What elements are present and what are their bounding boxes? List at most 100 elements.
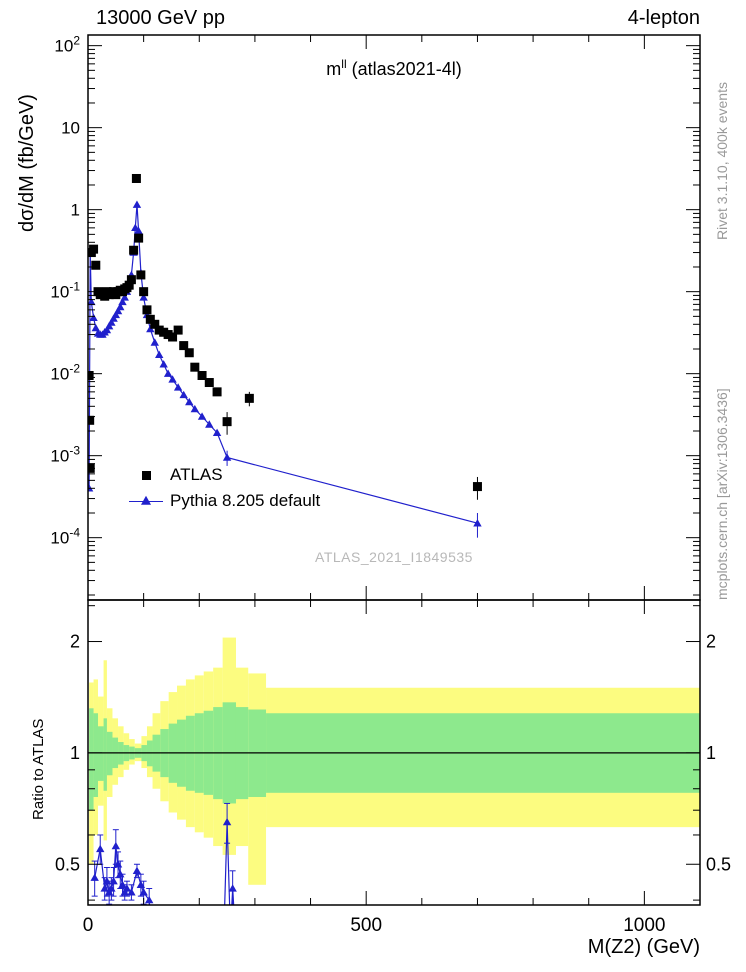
pythia-point xyxy=(173,383,183,391)
atlas-point xyxy=(197,370,207,380)
atlas-point xyxy=(136,270,146,280)
atlas-point xyxy=(184,348,194,358)
atlas-point xyxy=(88,415,95,425)
pythia-point xyxy=(91,323,100,332)
pythia-point xyxy=(134,226,143,235)
ratio-point xyxy=(132,866,142,875)
x-tick-label: 0 xyxy=(83,915,94,936)
ratio-point xyxy=(139,888,148,896)
atlas-point xyxy=(212,387,222,397)
pythia-point xyxy=(116,302,125,311)
green-band-segment xyxy=(98,726,104,781)
pythia-point xyxy=(113,306,123,315)
ratio-point xyxy=(90,873,99,881)
ratio-tick-label-left: 2 xyxy=(70,632,80,652)
atlas-point xyxy=(131,173,141,183)
pythia-point xyxy=(190,404,200,413)
mcplots-reference-text: mcplots.cern.ch [arXiv:1306.3436] xyxy=(714,388,730,600)
pythia-point xyxy=(88,297,96,306)
pythia-point xyxy=(118,297,127,306)
ratio-bands xyxy=(88,637,700,885)
pythia-point xyxy=(197,412,207,420)
ratio-point xyxy=(232,942,240,949)
y-tick-label: 10-3 xyxy=(50,444,80,466)
atlas-point xyxy=(88,370,94,380)
pythia-point xyxy=(155,350,164,358)
ratio-point xyxy=(109,876,118,885)
ratio-tick-label-right: 2 xyxy=(706,632,716,652)
pythia-point xyxy=(185,397,194,406)
ratio-point xyxy=(228,884,237,892)
pythia-point xyxy=(111,310,121,319)
pythia-point xyxy=(89,313,98,322)
green-band-segment xyxy=(103,718,107,791)
atlas-point xyxy=(129,245,139,255)
ratio-point xyxy=(148,942,156,949)
atlas-point xyxy=(124,280,134,290)
main-y-axis-label: dσ/dM (fb/GeV) xyxy=(16,94,38,232)
ratio-point xyxy=(96,844,105,853)
ratio-point xyxy=(220,932,228,939)
y-tick-label: 10 xyxy=(61,119,80,138)
pythia-point xyxy=(120,293,129,301)
y-tick-label: 10-1 xyxy=(50,280,80,302)
tick-labels: 0 500 1000 102 10 1 10-1 10-2 10-3 10-4 0.5 0.5 1 1 2 2 xyxy=(50,34,731,936)
atlas-point xyxy=(173,325,183,335)
ratio-point xyxy=(111,841,121,850)
atlas-point xyxy=(91,260,101,270)
header-beam-energy: 13000 GeV pp xyxy=(96,7,225,29)
title-superscript: ll xyxy=(341,57,347,71)
pythia-point xyxy=(168,375,177,383)
y-tick-label: 102 xyxy=(54,34,80,56)
title-analysis: (atlas2021-4l) xyxy=(346,59,462,79)
pythia-point xyxy=(473,519,482,527)
atlas-point xyxy=(179,341,189,351)
axis-ticks xyxy=(87,35,701,905)
ratio-y-axis-label: Ratio to ATLAS xyxy=(30,718,47,820)
ratio-tick-label-left: 0.5 xyxy=(55,854,80,874)
pythia-point xyxy=(222,453,232,461)
ratio-point xyxy=(136,880,146,888)
y-tick-label: 10-4 xyxy=(50,526,80,548)
atlas-point xyxy=(244,393,254,403)
legend-label-pythia: Pythia 8.205 default xyxy=(170,491,321,510)
atlas-point xyxy=(134,233,144,243)
pythia-point xyxy=(179,390,188,399)
legend-label-atlas: ATLAS xyxy=(170,465,223,484)
pythia-point xyxy=(102,325,112,334)
legend-item-atlas: ATLAS xyxy=(128,462,320,488)
atlas-point xyxy=(190,362,200,372)
atlas-square-marker-icon xyxy=(141,470,151,480)
plot-title: mll (atlas2021-4l) xyxy=(88,57,700,80)
ratio-series xyxy=(90,802,240,949)
ratio-point xyxy=(226,927,234,934)
pythia-marker-cell xyxy=(128,493,164,509)
y-tick-label: 1 xyxy=(71,201,80,220)
pythia-point xyxy=(205,420,214,428)
pythia-point xyxy=(139,293,148,301)
ratio-point xyxy=(145,895,154,904)
pythia-point xyxy=(132,200,142,208)
title-observable: m xyxy=(326,59,342,79)
atlas-point xyxy=(142,305,152,315)
x-tick-label: 500 xyxy=(350,915,382,936)
analysis-id-watermark: ATLAS_2021_I1849535 xyxy=(315,549,473,565)
atlas-point xyxy=(139,287,149,297)
legend-item-pythia: Pythia 8.205 default xyxy=(128,488,320,514)
pythia-point xyxy=(107,318,116,326)
ratio-tick-label-right: 1 xyxy=(706,743,716,763)
pythia-point xyxy=(159,360,168,368)
x-axis-title: M(Z2) (GeV) xyxy=(587,936,700,958)
green-band-segment xyxy=(93,713,99,797)
main-frame xyxy=(87,34,701,601)
atlas-point xyxy=(145,314,155,324)
atlas-point xyxy=(89,244,99,254)
x-tick-label: 1000 xyxy=(623,915,665,936)
ratio-point xyxy=(122,884,132,892)
rivet-version-text: Rivet 3.1.10, 400k events xyxy=(714,82,730,240)
green-band-segment xyxy=(106,731,113,776)
atlas-marker-cell xyxy=(128,467,164,483)
ratio-tick-label-left: 1 xyxy=(70,743,80,763)
